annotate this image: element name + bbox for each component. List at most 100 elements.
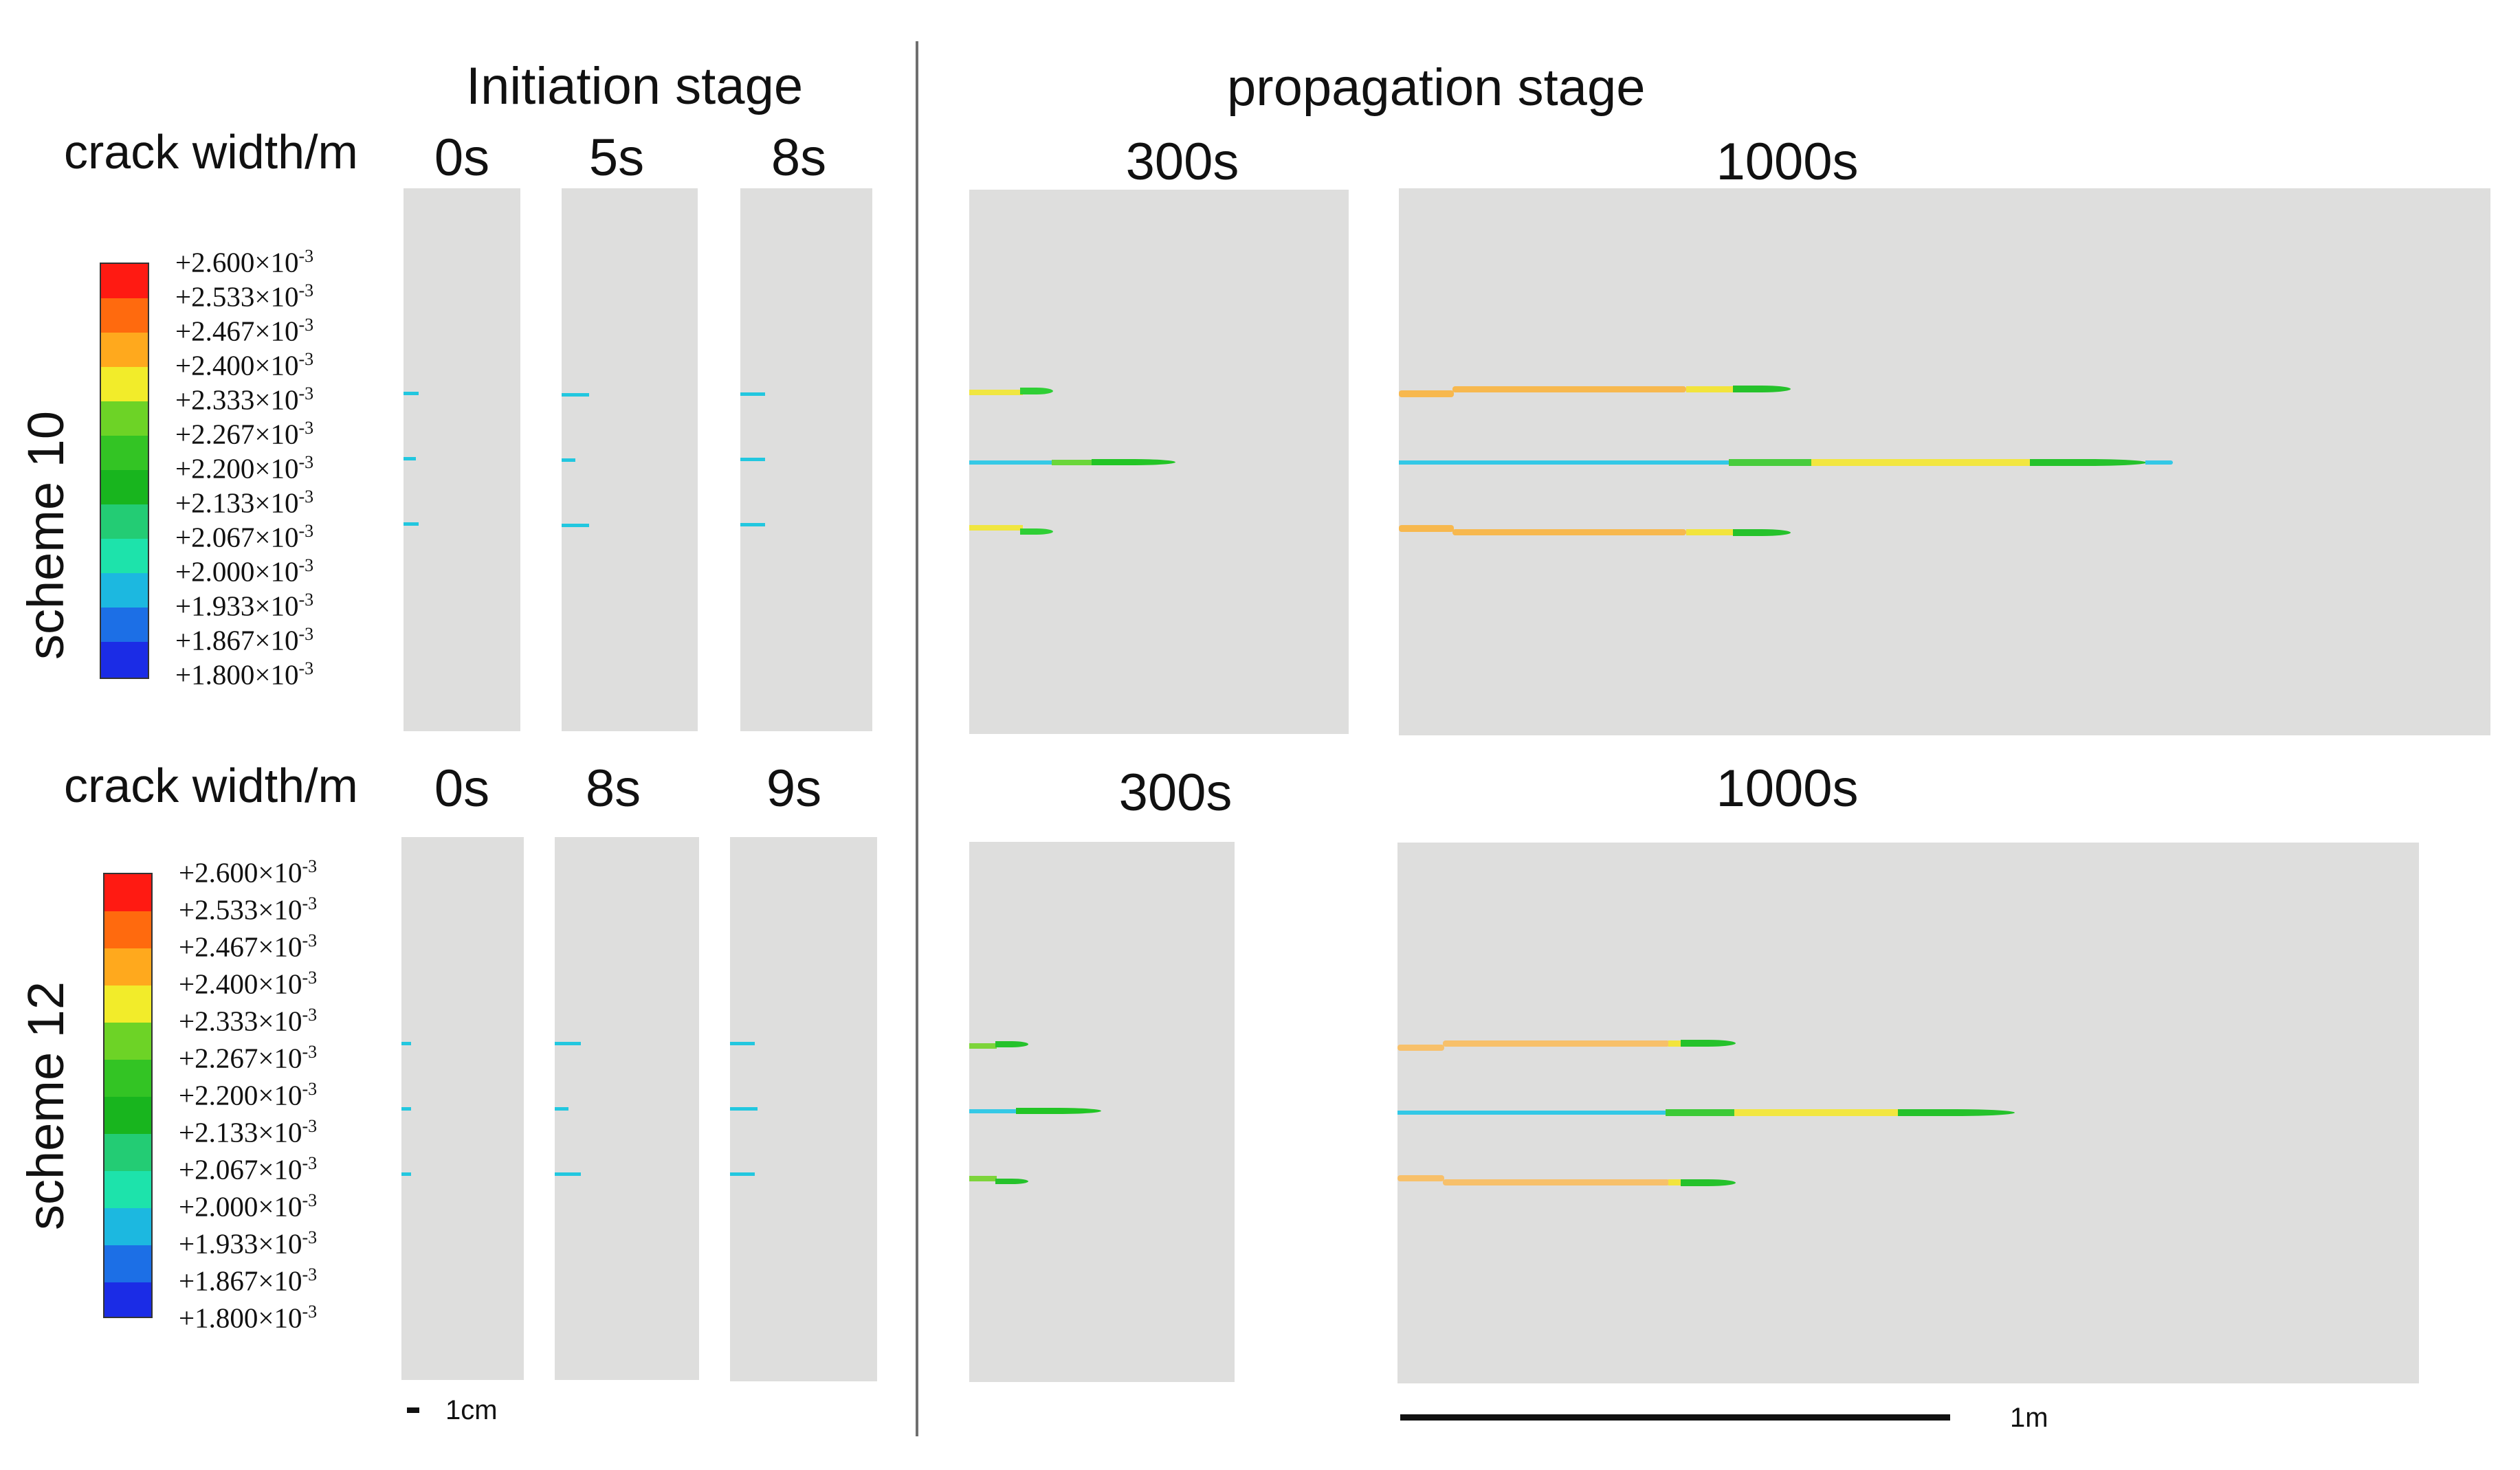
crack-segment (1052, 460, 1093, 465)
crack-segment (969, 390, 1023, 395)
legend-swatch (101, 264, 148, 299)
crack-tip (1733, 529, 1791, 536)
legend-bar (100, 263, 149, 679)
crack-segment (1452, 529, 1686, 535)
crack-segment (1729, 459, 1811, 466)
panel-bottom-init-0 (401, 837, 524, 1380)
crack-segment (1443, 1040, 1670, 1047)
crack-segment (1668, 1179, 1682, 1185)
time-label-bottom-0: 0s (434, 759, 490, 818)
crack-segment (1811, 459, 2031, 466)
crack-width-label-top: crack width/m (64, 125, 358, 179)
propagation-stage-header: propagation stage (1227, 58, 1646, 117)
scheme-12-label: scheme 12 (17, 981, 74, 1230)
legend-tick: +1.800×10-3 (175, 658, 314, 691)
crack-segment (401, 1107, 411, 1111)
crack-segment (562, 393, 589, 397)
legend-swatch (104, 1282, 151, 1317)
legend-tick: +2.600×10-3 (179, 856, 318, 889)
legend-tick: +1.933×10-3 (179, 1227, 318, 1260)
legend-swatch (101, 539, 148, 574)
crack-segment (730, 1042, 755, 1045)
legend-tick: +2.467×10-3 (179, 931, 318, 963)
legend-tick: +2.533×10-3 (179, 893, 318, 926)
legend-tick: +2.133×10-3 (175, 487, 314, 519)
legend-tick: +2.267×10-3 (179, 1042, 318, 1074)
crack-tip (1681, 1040, 1736, 1047)
legend-tick: +2.400×10-3 (175, 349, 314, 381)
legend-swatch (104, 911, 151, 949)
crack-tip (995, 1041, 1028, 1047)
crack-segment (969, 1109, 1017, 1113)
legend-tick: +1.867×10-3 (175, 624, 314, 656)
crack-segment (2145, 460, 2173, 465)
crack-tip (2030, 459, 2147, 466)
legend-tick: +2.200×10-3 (179, 1079, 318, 1111)
crack-segment (1686, 386, 1733, 392)
crack-segment (969, 1176, 997, 1181)
legend-tick: +2.200×10-3 (175, 452, 314, 485)
legend-swatch (101, 367, 148, 402)
legend-tick: +2.333×10-3 (179, 1005, 318, 1037)
time-label-bottom-1: 8s (585, 759, 641, 818)
crack-segment (1666, 1109, 1734, 1116)
crack-segment (562, 524, 589, 527)
scheme-10-label: scheme 10 (17, 411, 74, 660)
crack-segment (1686, 529, 1733, 535)
crack-tip (1016, 1108, 1101, 1114)
crack-segment (969, 460, 1052, 465)
panel-bottom-prop-0 (969, 842, 1235, 1382)
panel-bottom-prop-1 (1397, 843, 2419, 1383)
crack-segment (1397, 1175, 1444, 1181)
stage-divider (916, 41, 918, 1436)
legend-tick: +2.000×10-3 (175, 555, 314, 588)
legend-tick: +2.267×10-3 (175, 418, 314, 450)
crack-tip (995, 1179, 1028, 1184)
crack-segment (969, 1043, 997, 1049)
crack-segment (404, 457, 416, 460)
scale-bar-1cm (407, 1407, 419, 1413)
legend-swatch (101, 436, 148, 471)
time-label-top-0: 0s (434, 129, 490, 187)
legend-tick: +2.400×10-3 (179, 968, 318, 1000)
crack-segment (404, 522, 419, 526)
panel-top-prop-0 (969, 190, 1349, 734)
time-label-bottom-4: 1000s (1716, 759, 1859, 818)
legend-tick: +2.067×10-3 (179, 1153, 318, 1185)
scale-bar-1m (1400, 1414, 1950, 1421)
legend-swatch (104, 985, 151, 1023)
crack-segment (401, 1172, 411, 1176)
legend-swatch (104, 874, 151, 912)
legend-tick: +2.333×10-3 (175, 383, 314, 416)
legend-tick: +2.467×10-3 (175, 315, 314, 347)
legend-swatch (104, 1245, 151, 1283)
panel-top-init-2 (740, 188, 872, 731)
time-label-top-4: 1000s (1716, 133, 1859, 191)
crack-segment (1399, 390, 1454, 397)
legend-swatch (101, 333, 148, 368)
crack-segment (562, 458, 575, 462)
scale-label-1m: 1m (2010, 1403, 2048, 1433)
crack-segment (401, 1042, 411, 1045)
panel-top-init-1 (562, 188, 698, 731)
crack-segment (1399, 460, 1729, 465)
legend-swatch (101, 298, 148, 333)
legend-swatch (104, 1134, 151, 1172)
crack-segment (555, 1107, 568, 1111)
legend-tick: +2.000×10-3 (179, 1190, 318, 1223)
crack-segment (404, 392, 419, 395)
initiation-stage-header: Initiation stage (466, 57, 804, 115)
legend-tick: +1.933×10-3 (175, 590, 314, 622)
legend-tick: +2.067×10-3 (175, 521, 314, 553)
legend-swatch (101, 401, 148, 436)
legend-tick: +1.800×10-3 (179, 1302, 318, 1334)
crack-segment (740, 458, 765, 461)
time-label-top-3: 300s (1125, 133, 1239, 191)
crack-tip (1020, 388, 1053, 394)
time-label-bottom-2: 9s (766, 759, 822, 818)
time-label-top-1: 5s (588, 129, 645, 187)
crack-tip (1733, 386, 1791, 392)
panel-top-prop-1 (1399, 188, 2490, 735)
crack-tip (1020, 528, 1053, 535)
legend-bar (103, 873, 153, 1318)
